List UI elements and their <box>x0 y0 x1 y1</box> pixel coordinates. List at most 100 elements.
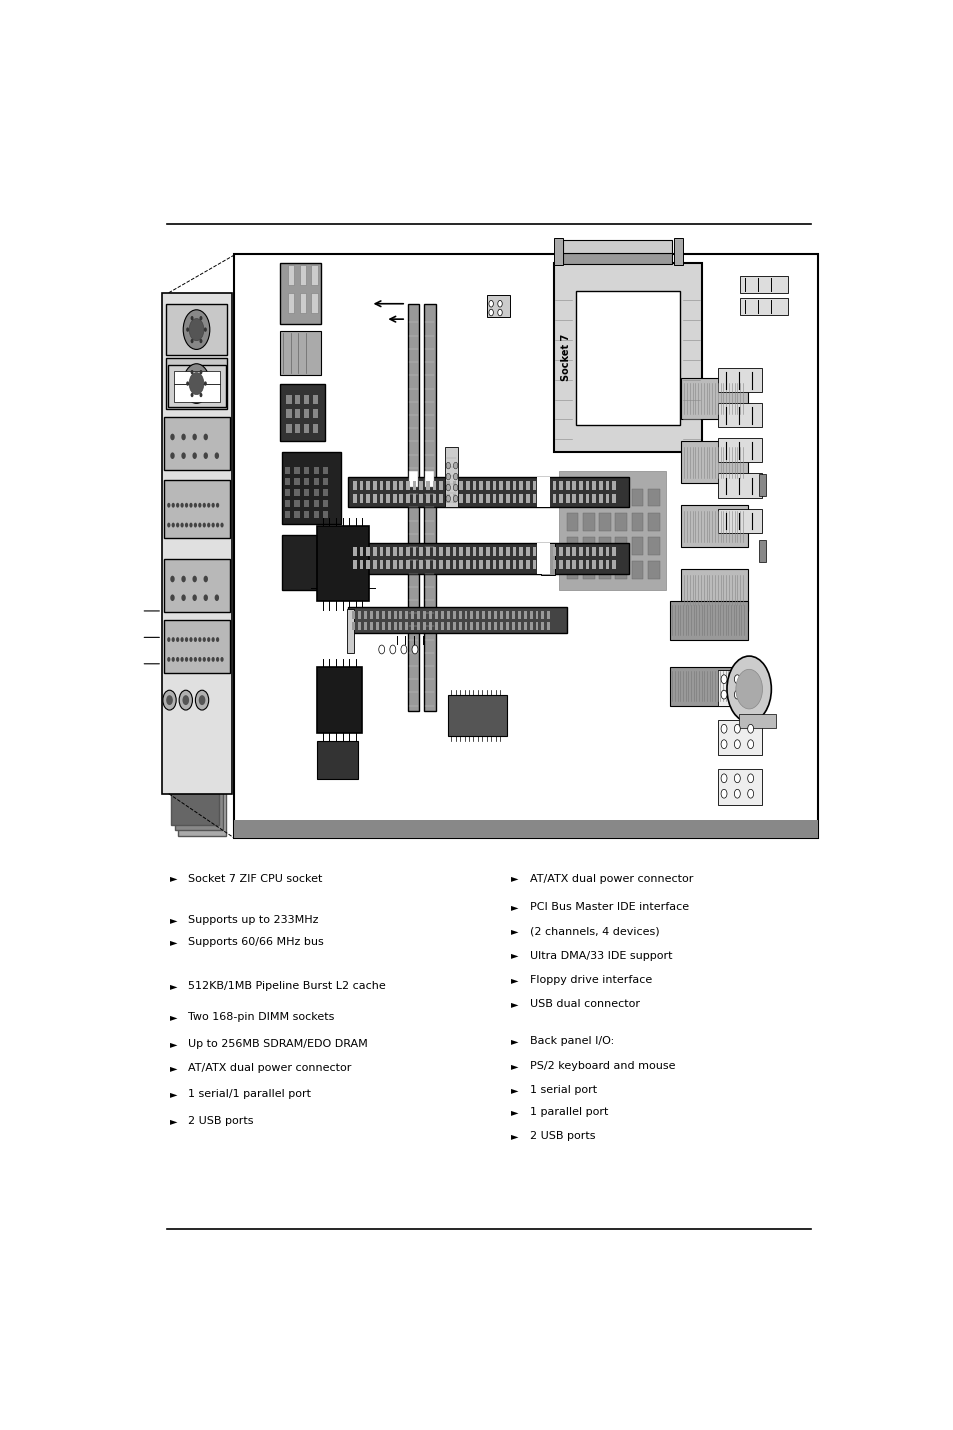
Bar <box>286 423 292 432</box>
Text: ►: ► <box>511 1131 518 1141</box>
Circle shape <box>747 675 753 684</box>
Text: ►: ► <box>511 975 518 985</box>
Bar <box>294 395 300 403</box>
Bar <box>529 611 532 619</box>
Circle shape <box>720 774 726 782</box>
Bar <box>612 495 616 503</box>
Bar <box>605 495 609 503</box>
Bar <box>512 548 516 556</box>
Bar <box>446 548 449 556</box>
Bar <box>453 548 456 556</box>
Circle shape <box>720 739 726 748</box>
Bar <box>399 548 403 556</box>
Bar <box>565 480 569 490</box>
Bar <box>647 489 659 506</box>
Text: 1 serial port: 1 serial port <box>529 1085 596 1095</box>
Bar <box>718 473 761 498</box>
Circle shape <box>212 638 214 642</box>
Bar <box>538 495 542 503</box>
Circle shape <box>186 327 189 332</box>
Circle shape <box>747 725 753 734</box>
Circle shape <box>214 595 219 601</box>
Circle shape <box>199 393 202 398</box>
Circle shape <box>189 656 193 662</box>
Bar <box>541 622 544 629</box>
Circle shape <box>734 774 740 782</box>
Bar <box>311 293 317 313</box>
Bar <box>565 495 569 503</box>
Bar <box>453 561 456 569</box>
Circle shape <box>446 462 450 469</box>
Bar <box>476 622 478 629</box>
Bar <box>517 622 520 629</box>
Text: ►: ► <box>511 874 518 884</box>
Bar <box>612 548 616 556</box>
Circle shape <box>193 595 196 601</box>
Bar <box>304 423 309 432</box>
Bar <box>313 409 317 418</box>
Bar <box>304 395 309 403</box>
Bar <box>718 769 761 805</box>
Bar <box>406 548 410 556</box>
Circle shape <box>204 382 207 386</box>
Bar <box>585 495 589 503</box>
Bar <box>280 385 324 442</box>
Text: ►: ► <box>170 1062 177 1072</box>
Bar <box>525 495 529 503</box>
Bar <box>162 293 233 794</box>
Text: Socket 7 ZIF CPU socket: Socket 7 ZIF CPU socket <box>188 874 322 884</box>
Bar <box>304 511 309 519</box>
Circle shape <box>446 495 450 502</box>
Bar <box>478 480 482 490</box>
Bar <box>545 548 549 556</box>
Circle shape <box>170 433 174 440</box>
Bar <box>375 611 378 619</box>
Circle shape <box>181 576 186 582</box>
Bar <box>407 303 419 711</box>
Bar <box>631 489 642 506</box>
Bar <box>738 715 775 728</box>
Circle shape <box>378 645 384 654</box>
Bar <box>353 548 356 556</box>
Bar <box>647 513 659 531</box>
Bar <box>359 548 363 556</box>
Text: ►: ► <box>170 915 177 925</box>
Circle shape <box>166 695 172 705</box>
Circle shape <box>167 656 171 662</box>
Bar <box>233 255 817 838</box>
Bar <box>472 548 476 556</box>
Circle shape <box>189 638 193 642</box>
Circle shape <box>170 452 174 459</box>
Circle shape <box>191 339 193 343</box>
Bar <box>429 622 432 629</box>
Text: ►: ► <box>511 927 518 937</box>
Bar <box>492 561 496 569</box>
Bar <box>426 561 429 569</box>
Circle shape <box>189 373 204 395</box>
Bar <box>680 569 747 611</box>
Circle shape <box>207 656 210 662</box>
Bar <box>470 622 473 629</box>
Bar <box>532 480 536 490</box>
Bar <box>605 480 609 490</box>
Text: ►: ► <box>511 951 518 961</box>
Bar <box>178 731 226 835</box>
Bar <box>439 495 442 503</box>
Circle shape <box>172 638 174 642</box>
Bar <box>304 499 309 508</box>
Text: AT/ATX dual power connector: AT/ATX dual power connector <box>188 1062 351 1072</box>
Bar <box>440 622 443 629</box>
Bar <box>294 409 300 418</box>
Bar <box>405 611 408 619</box>
Text: Up to 256MB SDRAM/EDO DRAM: Up to 256MB SDRAM/EDO DRAM <box>188 1038 367 1048</box>
Bar <box>558 470 665 591</box>
Bar <box>680 442 747 483</box>
Bar <box>386 495 390 503</box>
Circle shape <box>488 300 493 307</box>
Bar <box>505 611 508 619</box>
Bar <box>485 561 489 569</box>
Text: Ultra DMA/33 IDE support: Ultra DMA/33 IDE support <box>529 951 671 961</box>
Bar <box>323 466 328 475</box>
Circle shape <box>203 595 208 601</box>
Bar <box>453 480 456 490</box>
